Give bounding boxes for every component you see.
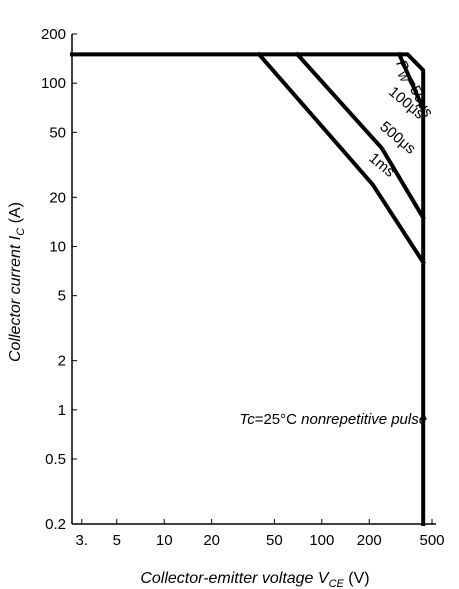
y-tick-label: 20 [49, 189, 66, 206]
annotation-tc: Tc [239, 411, 255, 428]
x-tick-label: 50 [266, 532, 283, 549]
annotation-desc: nonrepetitive pulse [297, 411, 427, 428]
plot-frame [72, 34, 436, 524]
y-axis-title-subscript: C [15, 228, 27, 236]
series-lines [72, 54, 423, 524]
annotation-temp: =25°C [255, 411, 297, 428]
y-axis-title-unit: (A) [7, 202, 24, 228]
y-tick-label: 10 [49, 239, 66, 256]
series-label-3: 1ms [365, 150, 398, 181]
series-line-0 [72, 54, 423, 524]
x-axis-title-subscript: CE [329, 578, 345, 589]
y-tick-label: 0.5 [45, 451, 66, 468]
x-axis-title-unit: (V) [344, 570, 370, 587]
y-tick-label: 1 [58, 402, 66, 419]
y-axis-title-main: Collector current [7, 240, 24, 362]
x-tick-label: 3. [76, 532, 89, 549]
x-axis-title: Collector-emitter voltage VCE (V) [140, 570, 369, 589]
y-tick-label: 5 [58, 288, 66, 305]
y-axis-title: Collector current IC (A) [7, 202, 27, 362]
y-tick-label: 50 [49, 124, 66, 141]
y-tick-label: 2 [58, 353, 66, 370]
x-axis-title-main: Collector-emitter voltage [140, 570, 318, 587]
x-tick-label: 5 [113, 532, 121, 549]
x-tick-label: 200 [357, 532, 382, 549]
y-tick-label: 200 [41, 26, 66, 43]
y-tick-label: 100 [41, 75, 66, 92]
condition-annotation: Tc=25°C nonrepetitive pulse [239, 411, 427, 428]
y-tick-label: 0.2 [45, 516, 66, 533]
x-tick-label: 100 [309, 532, 334, 549]
x-tick-label: 10 [156, 532, 173, 549]
x-tick-label: 20 [203, 532, 220, 549]
x-tick-label: 500 [419, 532, 444, 549]
